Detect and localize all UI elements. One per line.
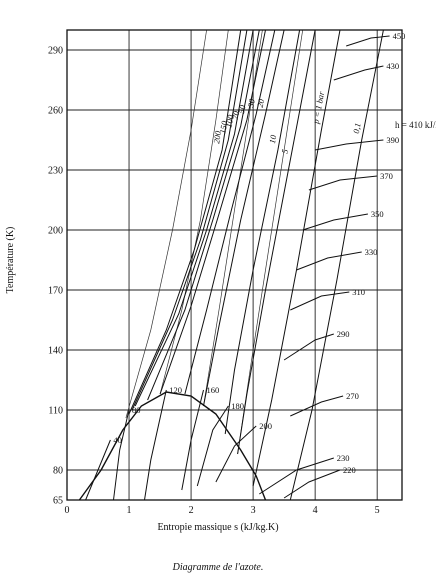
isenthalp-label: 160 bbox=[206, 385, 219, 395]
y-tick-label: 290 bbox=[48, 46, 63, 57]
isobar-label: p = 1 bar bbox=[310, 90, 326, 125]
isenthalp-line bbox=[346, 35, 390, 47]
isobar-label: 200 bbox=[211, 129, 223, 144]
x-tick-label: 5 bbox=[375, 505, 380, 516]
x-tick-label: 0 bbox=[65, 505, 70, 516]
isobar-line bbox=[203, 29, 285, 407]
isenthalp-line bbox=[181, 389, 204, 491]
y-tick-label: 230 bbox=[48, 166, 63, 177]
y-tick-label: 80 bbox=[53, 466, 63, 477]
isenthalp-label: 390 bbox=[386, 135, 399, 145]
isenthalp-label: 450 bbox=[393, 31, 406, 41]
isenthalp-label: 350 bbox=[371, 209, 384, 219]
plot-frame bbox=[66, 29, 403, 501]
isenthalp-label: 290 bbox=[337, 329, 350, 339]
isenthalp-label: 310 bbox=[352, 287, 365, 297]
isobar-label: 5 bbox=[279, 148, 290, 154]
isenthalp-label: 370 bbox=[380, 171, 393, 181]
saturation-curve bbox=[78, 391, 267, 501]
isenthalp-label: 270 bbox=[346, 391, 359, 401]
isobar-line bbox=[134, 29, 254, 407]
isenthalp-line bbox=[315, 139, 384, 151]
isenthalp-line bbox=[85, 439, 111, 501]
isobar-line bbox=[147, 29, 260, 401]
isobar-line bbox=[131, 29, 248, 411]
axes: 0 1 2 3 4 5 65 80 110 140 170 200 230 260 290 bbox=[48, 29, 403, 516]
isobar-label: 30 bbox=[245, 97, 257, 109]
isobar-line bbox=[128, 29, 242, 415]
isenthalp-line bbox=[302, 213, 368, 231]
isobar-label: 150 bbox=[217, 119, 229, 134]
isenthalps: 40 80 120 160 180 200 220 230 270 290 310 330 350 370… bbox=[85, 31, 406, 501]
y-tick-label: 260 bbox=[48, 106, 63, 117]
x-tick-label: 1 bbox=[127, 505, 132, 516]
saturation-dome bbox=[78, 391, 267, 501]
y-tick-label: 200 bbox=[48, 226, 63, 237]
isenthalp-label: 180 bbox=[231, 401, 244, 411]
grid bbox=[66, 30, 402, 501]
figure-caption: Diagramme de l'azote. bbox=[172, 562, 264, 573]
isenthalp-line bbox=[296, 251, 362, 271]
x-tick-label: 2 bbox=[189, 505, 194, 516]
isenthalp-line bbox=[283, 333, 334, 361]
isenthalp-label: 230 bbox=[337, 453, 350, 463]
isochore-line bbox=[125, 29, 207, 419]
isenthalp-line bbox=[215, 425, 257, 483]
isochore-line bbox=[237, 29, 304, 455]
isobar-label: 70 bbox=[230, 109, 242, 120]
isobar-label: 10 bbox=[267, 133, 278, 144]
y-tick-label: 110 bbox=[48, 406, 63, 417]
isenthalp-line bbox=[290, 291, 350, 311]
isobar-line bbox=[237, 29, 316, 455]
isenthalp-line bbox=[113, 409, 130, 501]
y-tick-label: 65 bbox=[53, 496, 63, 507]
y-axis-label: Température (K) bbox=[5, 227, 16, 294]
isenthalp-line bbox=[290, 395, 344, 417]
x-tick-label: 3 bbox=[251, 505, 256, 516]
x-axis-label: Entropie massique s (kJ/kg.K) bbox=[157, 522, 278, 533]
isobar-line bbox=[224, 29, 301, 435]
isenthalp-line bbox=[259, 457, 334, 495]
isenthalp-line bbox=[283, 469, 341, 499]
isenthalp-line bbox=[144, 389, 167, 501]
isobar-label: 50 bbox=[236, 103, 248, 114]
y-tick-label: 140 bbox=[48, 346, 63, 357]
isobar-line bbox=[289, 29, 384, 501]
isenthalp-label: 200 bbox=[259, 421, 272, 431]
y-tick-label: 170 bbox=[48, 286, 63, 297]
isobar-label: 20 bbox=[255, 97, 267, 108]
isobar-label: 0,1 bbox=[351, 122, 363, 134]
isenthalp-label: 120 bbox=[169, 385, 182, 395]
isenthalp-line bbox=[196, 405, 229, 487]
isenthalp-label: 330 bbox=[365, 247, 378, 257]
isenthalp-line bbox=[308, 175, 378, 191]
isenthalp-label: 40 bbox=[113, 435, 122, 445]
isobar-line bbox=[184, 29, 276, 395]
isenthalp-label: 220 bbox=[343, 465, 356, 475]
isenthalp-label: 430 bbox=[386, 61, 399, 71]
x-tick-label: 4 bbox=[313, 505, 318, 516]
isenthalp-line bbox=[333, 65, 384, 81]
isenthalp-label: 80 bbox=[132, 405, 141, 415]
isobar-label: 100 bbox=[224, 113, 236, 128]
isochore-line bbox=[159, 29, 229, 395]
isobar-line bbox=[159, 29, 266, 395]
isenthalp-unit-label: h = 410 kJ/hg bbox=[395, 120, 436, 130]
